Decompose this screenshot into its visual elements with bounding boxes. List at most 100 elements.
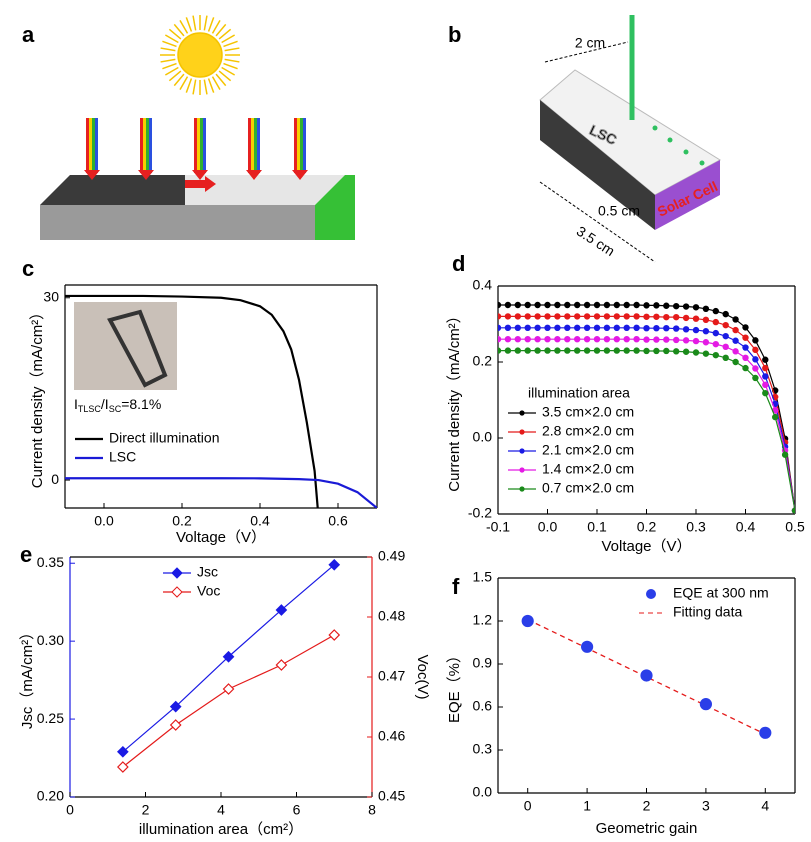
marker xyxy=(732,348,739,355)
marker xyxy=(544,324,551,331)
marker xyxy=(692,349,700,356)
slab-front xyxy=(40,205,315,240)
x-tick-label: 0.2 xyxy=(172,513,192,529)
x-tick-label: 6 xyxy=(293,802,301,818)
y-axis-label: Current density（mA/cm²） xyxy=(29,305,46,488)
marker xyxy=(692,337,700,345)
x-tick-label: 8 xyxy=(368,802,376,818)
marker xyxy=(613,347,621,354)
dim-line xyxy=(544,41,629,63)
light-beam xyxy=(294,118,297,173)
marker xyxy=(544,313,551,320)
sun-ray xyxy=(179,19,189,34)
marker xyxy=(544,336,551,343)
legend-label: 2.8 cm×2.0 cm xyxy=(542,423,634,439)
sun-ray xyxy=(192,79,197,95)
marker xyxy=(722,343,729,350)
light-beam xyxy=(300,118,303,173)
marker xyxy=(498,336,502,343)
y-tick-label: 0 xyxy=(51,471,59,487)
dot xyxy=(683,149,689,155)
sun-ray xyxy=(221,34,236,44)
marker xyxy=(275,604,288,616)
marker xyxy=(564,313,571,320)
marker xyxy=(762,373,769,380)
marker xyxy=(574,324,581,331)
light-beam xyxy=(146,118,149,173)
marker xyxy=(623,347,630,354)
legend-label: 3.5 cm×2.0 cm xyxy=(542,404,634,420)
sun-ray xyxy=(185,17,193,32)
dot xyxy=(699,160,705,166)
legend-label: Voc xyxy=(197,583,220,599)
dim-label: 2 cm xyxy=(575,35,605,51)
x-axis-label: illumination area（cm²） xyxy=(139,821,303,838)
legend-label: LSC xyxy=(109,449,136,465)
marker xyxy=(613,313,621,320)
marker xyxy=(498,324,502,331)
marker xyxy=(544,301,551,309)
panel-a-illustration: a xyxy=(22,15,355,240)
annotation-part: =8.1% xyxy=(121,396,161,412)
light-beam xyxy=(86,118,89,173)
marker xyxy=(514,313,522,320)
marker xyxy=(603,347,611,354)
sun-ray xyxy=(173,23,185,37)
plot-area xyxy=(527,618,766,735)
light-beam xyxy=(257,118,260,173)
annotation-part: SC xyxy=(109,404,122,414)
marker xyxy=(673,325,680,332)
sun-ray xyxy=(160,47,176,52)
marker xyxy=(682,337,690,344)
marker xyxy=(504,347,512,354)
y-tick-label: 30 xyxy=(43,288,59,304)
x-tick-label: 0.5 xyxy=(785,519,805,535)
marker xyxy=(791,507,795,514)
sun-ray xyxy=(179,76,189,91)
marker xyxy=(692,304,700,311)
marker xyxy=(722,332,729,340)
marker xyxy=(524,301,531,309)
marker xyxy=(742,354,749,362)
marker xyxy=(682,348,690,355)
marker xyxy=(781,451,789,458)
x-tick-label: 0.0 xyxy=(538,519,558,535)
marker xyxy=(504,336,512,343)
light-beam xyxy=(95,118,98,173)
legend-marker xyxy=(171,586,183,598)
marker xyxy=(534,301,541,309)
x-tick-label: 0.0 xyxy=(94,513,114,529)
marker xyxy=(643,324,650,332)
marker xyxy=(682,326,690,333)
sun-ray xyxy=(211,76,221,91)
y-tick-label: 0.2 xyxy=(473,353,493,369)
x-tick-label: 0 xyxy=(66,802,74,818)
marker xyxy=(623,313,630,320)
marker xyxy=(722,321,729,329)
marker xyxy=(633,347,640,354)
marker xyxy=(732,326,739,334)
marker xyxy=(498,301,502,309)
marker xyxy=(504,324,512,331)
photo-device xyxy=(107,309,168,388)
sun-ray xyxy=(207,78,215,93)
y-tick-label: 0.0 xyxy=(473,429,493,445)
legend-marker xyxy=(519,429,525,435)
marker xyxy=(712,307,720,315)
legend-label: Jsc xyxy=(197,564,218,580)
light-beam xyxy=(297,118,300,173)
marker xyxy=(742,324,749,331)
marker xyxy=(521,614,534,628)
sun-ray xyxy=(203,79,208,95)
marker xyxy=(564,347,571,354)
y-tick-label: -0.2 xyxy=(468,505,492,521)
marker xyxy=(593,336,601,343)
marker xyxy=(702,328,710,335)
arrow xyxy=(185,176,216,192)
marker xyxy=(673,313,680,321)
marker xyxy=(574,313,581,320)
light-beam xyxy=(254,118,257,173)
legend-label: EQE at 300 nm xyxy=(673,585,769,601)
marker xyxy=(633,324,640,331)
